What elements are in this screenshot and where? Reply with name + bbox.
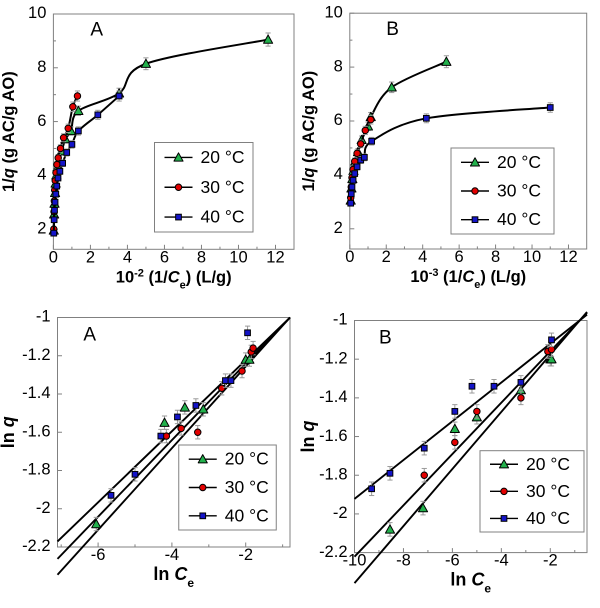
svg-text:-8: -8 [396,552,411,570]
svg-text:8: 8 [37,58,46,76]
svg-text:20 °C: 20 °C [225,449,269,469]
svg-text:30 °C: 30 °C [497,181,541,201]
svg-text:6: 6 [160,248,169,266]
svg-text:20 °C: 20 °C [497,152,541,172]
svg-text:40 °C: 40 °C [225,505,269,525]
svg-text:10-2 (1/Ce) (L/g): 10-2 (1/Ce) (L/g) [116,267,232,291]
svg-text:8: 8 [197,248,206,266]
svg-text:ln q: ln q [300,421,318,453]
svg-text:-2.2: -2.2 [22,537,50,555]
svg-text:20 °C: 20 °C [526,454,570,474]
svg-text:12: 12 [266,248,284,266]
svg-text:B: B [379,328,392,349]
svg-text:-2: -2 [333,504,348,522]
svg-text:-1.6: -1.6 [319,427,347,445]
svg-text:4: 4 [334,165,343,183]
svg-text:-1.8: -1.8 [22,461,50,479]
svg-text:40 °C: 40 °C [526,508,570,528]
svg-text:-2: -2 [238,546,253,564]
svg-text:-1.4: -1.4 [22,384,50,402]
svg-text:2: 2 [382,248,391,266]
svg-text:-1.6: -1.6 [22,422,50,440]
svg-text:30 °C: 30 °C [225,477,269,497]
svg-text:4: 4 [123,248,132,266]
svg-text:-1.2: -1.2 [22,346,50,364]
svg-text:4: 4 [418,248,427,266]
svg-text:1/q (g AC/g AO): 1/q (g AC/g AO) [0,71,18,192]
svg-text:-2.2: -2.2 [319,543,347,561]
svg-text:2: 2 [334,219,343,237]
svg-text:30 °C: 30 °C [201,177,245,197]
svg-text:10: 10 [523,248,541,266]
svg-text:-1.4: -1.4 [319,388,347,406]
svg-text:8: 8 [334,57,343,75]
svg-text:2: 2 [86,248,95,266]
svg-text:-4: -4 [494,552,509,570]
svg-text:-6: -6 [445,552,460,570]
svg-text:1/q (g AC/g AO): 1/q (g AC/g AO) [300,71,318,192]
svg-text:-6: -6 [91,546,106,564]
svg-text:10: 10 [324,3,342,21]
svg-text:40 °C: 40 °C [201,207,245,227]
svg-text:-1: -1 [333,311,348,329]
svg-text:30 °C: 30 °C [526,481,570,501]
svg-text:10: 10 [28,4,46,22]
svg-text:-1: -1 [36,308,51,326]
svg-text:0: 0 [345,248,354,266]
svg-text:10-3 (1/Ce) (L/g): 10-3 (1/Ce) (L/g) [410,267,526,291]
svg-text:ln q: ln q [0,416,18,448]
svg-text:B: B [386,19,399,40]
svg-text:-2: -2 [543,552,558,570]
svg-text:6: 6 [37,112,46,130]
svg-text:2: 2 [37,219,46,237]
svg-text:10: 10 [229,248,247,266]
svg-text:ln Ce: ln Ce [450,570,491,596]
svg-text:6: 6 [334,111,343,129]
svg-text:-1.8: -1.8 [319,465,347,483]
svg-text:40 °C: 40 °C [497,209,541,229]
svg-text:8: 8 [491,248,500,266]
svg-text:20 °C: 20 °C [201,147,245,167]
svg-text:A: A [83,324,96,345]
svg-text:-4: -4 [165,546,180,564]
svg-text:12: 12 [559,248,577,266]
svg-text:-2: -2 [36,499,51,517]
svg-text:4: 4 [37,166,46,184]
svg-text:0: 0 [49,248,58,266]
svg-text:6: 6 [455,248,464,266]
svg-text:A: A [90,20,103,41]
svg-text:-1.2: -1.2 [319,349,347,367]
svg-text:ln Ce: ln Ce [153,564,194,590]
